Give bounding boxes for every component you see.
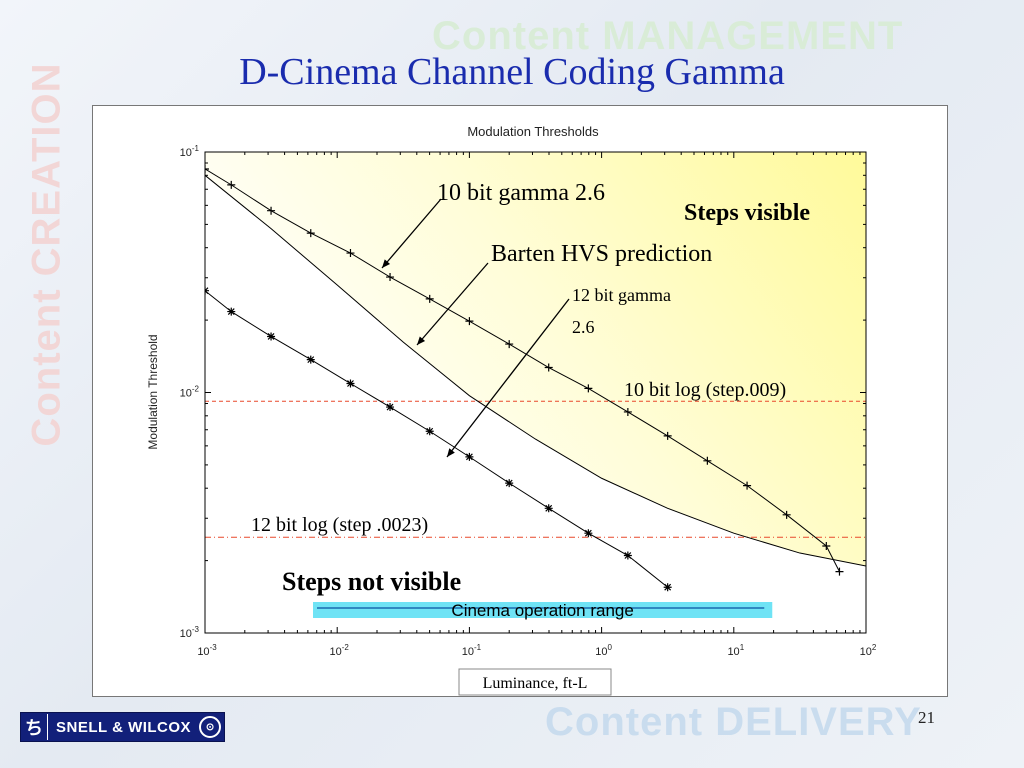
x-axis-label-box <box>458 668 612 696</box>
series-point-gamma10 <box>703 456 712 465</box>
series-point-gamma10 <box>782 510 791 519</box>
series-point-gamma12 <box>544 504 553 513</box>
x-tick-label: 101 <box>727 643 744 658</box>
series-point-gamma10 <box>425 294 434 303</box>
series-point-gamma12 <box>505 479 514 488</box>
x-tick-label: 100 <box>595 643 612 658</box>
arrow-10-bit-gamma-head <box>382 259 391 268</box>
series-point-gamma10 <box>267 206 276 215</box>
series-point-gamma10 <box>227 180 236 189</box>
series-point-gamma12 <box>465 452 474 461</box>
series-point-gamma10 <box>465 317 474 326</box>
arrow-10-bit-gamma <box>381 198 442 269</box>
annotation-10-bit-log: 10 bit log (step.009) <box>624 379 786 401</box>
series-point-gamma10 <box>205 164 209 173</box>
x-tick-label: 102 <box>860 643 877 658</box>
series-point-gamma12 <box>386 403 395 412</box>
series-point-gamma10 <box>835 567 844 576</box>
series-point-gamma12 <box>584 529 593 538</box>
series-point-gamma12 <box>267 332 276 341</box>
annotation-steps-visible: Steps visible <box>684 200 810 226</box>
series-point-gamma10 <box>505 340 514 349</box>
modulation-threshold-chart: 10-3 10-2 10-1 100 101 102 10-3 10-2 10-1 Cinema… <box>146 124 877 696</box>
series-point-gamma12 <box>623 551 632 560</box>
arrow-barten-head <box>417 336 426 345</box>
series-point-gamma10 <box>743 481 752 490</box>
watermark-content-delivery: Content DELIVERY <box>545 700 922 744</box>
page-number: 21 <box>918 708 935 727</box>
annotation-12-bit-gamma-line1: 12 bit gamma <box>572 285 671 305</box>
series-point-gamma10 <box>544 363 553 372</box>
snell-wilcox-logo: ち SNELL & WILCOX ⊙ <box>20 712 226 742</box>
series-point-gamma12 <box>663 583 672 592</box>
y-tick-label: 10-1 <box>180 144 200 159</box>
steps-visible-region <box>205 152 866 566</box>
series-point-gamma12 <box>425 427 434 436</box>
series-point-gamma10 <box>822 542 831 551</box>
series-point-gamma12 <box>346 379 355 388</box>
slide-title: D-Cinema Channel Coding Gamma <box>239 51 785 93</box>
series-point-gamma12 <box>306 355 315 364</box>
series-point-gamma10 <box>584 384 593 393</box>
arrow-12-bit-gamma-head <box>447 448 455 457</box>
cinema-range-bar <box>313 602 773 618</box>
logo-text: SNELL & WILCOX <box>56 718 192 736</box>
cinema-range-label: Cinema operation range <box>451 601 633 620</box>
logo-seal: ⊙ <box>199 716 222 738</box>
logo-glyph: ち <box>21 714 48 740</box>
series-point-gamma10 <box>346 249 355 258</box>
series-line-gamma10 <box>205 168 840 572</box>
annotation-10-bit-gamma: 10 bit gamma 2.6 <box>437 180 605 206</box>
y-tick-label: 10-3 <box>180 625 200 640</box>
x-tick-label: 10-3 <box>197 643 217 658</box>
series-point-gamma10 <box>623 407 632 416</box>
x-tick-label: 10-2 <box>330 643 350 658</box>
annotation-12-bit-gamma-line2: 2.6 <box>572 317 595 337</box>
chart-frame: 10-3 10-2 10-1 100 101 102 10-3 10-2 10-1 Cinema… <box>92 105 948 697</box>
series-point-gamma10 <box>386 273 395 282</box>
annotation-barten-hvs: Barten HVS prediction <box>491 241 712 267</box>
y-axis-label: Modulation Threshold <box>146 334 160 449</box>
y-tick-label: 10-2 <box>180 385 200 400</box>
series-point-gamma12 <box>227 307 236 316</box>
series-line-barten <box>205 174 866 567</box>
arrow-12-bit-gamma <box>446 298 570 458</box>
annotation-steps-not-visible: Steps not visible <box>282 567 461 596</box>
chart-title: Modulation Thresholds <box>467 124 599 139</box>
watermark-content-management: Content MANAGEMENT <box>432 14 904 58</box>
x-tick-label: 10-1 <box>462 643 482 658</box>
series-point-gamma10 <box>663 431 672 440</box>
annotation-12-bit-log: 12 bit log (step .0023) <box>251 514 428 536</box>
series-point-gamma10 <box>306 229 315 238</box>
x-axis-label: Luminance, ft-L <box>483 675 588 692</box>
arrow-barten <box>416 262 489 346</box>
